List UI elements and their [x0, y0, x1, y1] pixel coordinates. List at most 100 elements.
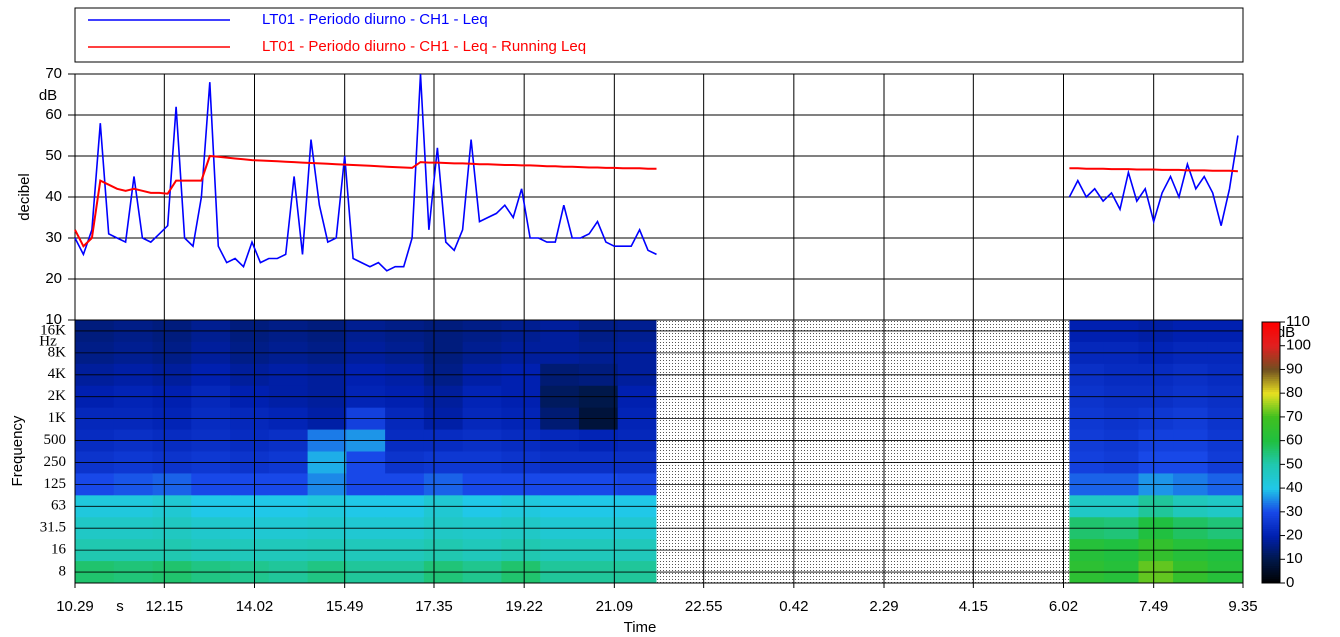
colorbar-step	[1262, 452, 1280, 456]
colorbar-step	[1262, 539, 1280, 543]
colorbar-frame	[1261, 321, 1281, 584]
freq-axis-label: Frequency	[9, 415, 26, 486]
colorbar-step	[1262, 574, 1280, 577]
colorbar-step	[1262, 511, 1280, 514]
x-tick-label: 7.49	[1139, 598, 1168, 615]
colorbar-step	[1262, 426, 1280, 430]
colorbar-step	[1262, 369, 1280, 373]
colorbar-step	[1262, 548, 1280, 551]
legend-label: LT01 - Periodo diurno - CH1 - Leq	[262, 11, 488, 28]
colorbar-step	[1262, 565, 1280, 569]
colorbar-step	[1262, 482, 1280, 486]
colorbar-step	[1262, 356, 1280, 360]
colorbar-step	[1262, 572, 1280, 575]
colorbar-step	[1262, 546, 1280, 549]
colorbar-step	[1262, 441, 1280, 445]
colorbar-step	[1262, 402, 1280, 406]
colorbar-step	[1262, 550, 1280, 554]
colorbar-step	[1262, 489, 1280, 493]
colorbar-step	[1262, 389, 1280, 393]
y-tick-label: 40	[45, 188, 62, 205]
colorbar-step	[1262, 324, 1280, 327]
colorbar-unit: dB	[1277, 324, 1295, 341]
colorbar-step	[1262, 395, 1280, 399]
colorbar-step	[1262, 432, 1280, 436]
freq-tick-label: 4K	[48, 366, 67, 382]
colorbar-step	[1262, 352, 1280, 356]
colorbar-step	[1262, 476, 1280, 480]
x-tick-label: 12.15	[146, 598, 184, 615]
colorbar-step	[1262, 409, 1280, 412]
colorbar-step	[1262, 365, 1280, 369]
colorbar-step	[1262, 337, 1280, 340]
colorbar-step	[1262, 480, 1280, 484]
colorbar-step	[1262, 561, 1280, 564]
colorbar-step	[1262, 443, 1280, 447]
x-tick-label: 17.35	[415, 598, 453, 615]
y-tick-label: 50	[45, 147, 62, 164]
colorbar-step	[1262, 417, 1280, 421]
colorbar-step	[1262, 463, 1280, 467]
colorbar-step	[1262, 517, 1280, 521]
y-tick-label: 60	[45, 106, 62, 123]
colorbar-step	[1262, 326, 1280, 330]
colorbar-step	[1262, 559, 1280, 562]
x-axis-label: Time	[624, 619, 657, 636]
colorbar-step	[1262, 569, 1280, 573]
colorbar-step	[1262, 445, 1280, 449]
y-tick-label: 10	[45, 311, 62, 328]
colorbar-step	[1262, 341, 1280, 345]
colorbar-step	[1262, 506, 1280, 510]
colorbar-step	[1262, 456, 1280, 460]
colorbar-step	[1262, 430, 1280, 434]
colorbar-step	[1262, 328, 1280, 332]
colorbar-step	[1262, 487, 1280, 490]
freq-tick-label: 8	[59, 563, 67, 579]
colorbar-step	[1262, 415, 1280, 419]
colorbar-step	[1262, 393, 1280, 397]
colorbar-step	[1262, 485, 1280, 488]
colorbar-step	[1262, 424, 1280, 427]
colorbar-step	[1262, 563, 1280, 567]
colorbar-step	[1262, 378, 1280, 382]
colorbar-step	[1262, 428, 1280, 432]
colorbar-step	[1262, 350, 1280, 353]
colorbar-tick-label: 80	[1286, 384, 1303, 401]
x-tick-label: 9.35	[1228, 598, 1257, 615]
x-tick-label: 21.09	[596, 598, 634, 615]
colorbar-step	[1262, 398, 1280, 401]
series-line	[74, 154, 1238, 248]
colorbar-step	[1262, 358, 1280, 362]
colorbar-tick-label: 20	[1286, 527, 1303, 544]
colorbar-step	[1262, 439, 1280, 443]
colorbar-step	[1262, 354, 1280, 358]
colorbar-step	[1262, 404, 1280, 408]
colorbar-step	[1262, 509, 1280, 512]
colorbar-step	[1262, 496, 1280, 499]
colorbar-step	[1262, 493, 1280, 497]
colorbar-step	[1262, 498, 1280, 501]
x-unit: s	[116, 598, 124, 615]
freq-tick-label: 31.5	[40, 520, 66, 536]
colorbar-step	[1262, 474, 1280, 477]
freq-tick-label: 63	[51, 498, 66, 514]
colorbar-step	[1262, 339, 1280, 343]
colorbar-step	[1262, 422, 1280, 425]
colorbar-step	[1262, 580, 1280, 584]
colorbar-tick-label: 60	[1286, 432, 1303, 449]
colorbar-step	[1262, 376, 1280, 380]
colorbar-step	[1262, 322, 1280, 325]
colorbar-step	[1262, 382, 1280, 386]
colorbar-step	[1262, 524, 1280, 527]
colorbar-step	[1262, 504, 1280, 508]
colorbar-step	[1262, 363, 1280, 366]
colorbar-step	[1262, 372, 1280, 375]
colorbar-tick-label: 40	[1286, 479, 1303, 496]
colorbar-tick-label: 30	[1286, 503, 1303, 520]
colorbar-step	[1262, 537, 1280, 540]
x-tick-label: 2.29	[869, 598, 898, 615]
colorbar-step	[1262, 330, 1280, 334]
colorbar-step	[1262, 530, 1280, 534]
y-tick-label: 30	[45, 229, 62, 246]
x-tick-label: 22.55	[685, 598, 723, 615]
